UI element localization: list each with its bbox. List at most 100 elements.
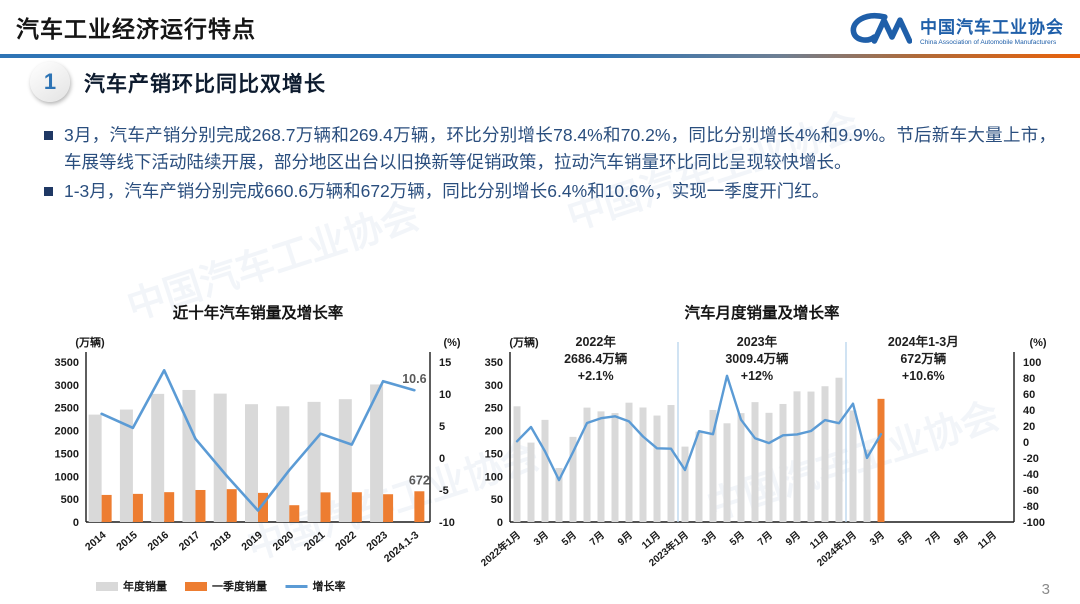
x-axis-tick: 7月 [923,529,943,548]
monthly-bar [611,413,619,522]
q1-bar [320,492,331,522]
legend: 年度销量 一季度销量 增长率 [96,579,346,593]
left-axis-tick: 150 [485,448,503,460]
annual-bar [245,404,258,522]
bullet-list: 3月，汽车产销分别完成268.7万辆和269.4万辆，环比分别增长78.4%和7… [44,122,1056,208]
monthly-bar [541,419,549,522]
right-axis-tick: -5 [439,485,449,497]
monthly-bar [807,391,815,522]
left-axis-tick: 300 [485,380,503,392]
page-number: 3 [1041,581,1050,598]
left-axis-tick: 0 [73,517,79,529]
x-axis-tick: 2019 [239,529,265,553]
legend-label: 年度销量 [123,579,167,593]
monthly-bar [751,402,759,522]
monthly-bar [555,468,563,522]
data-label: 10.6 [402,372,426,386]
bullet-square-icon [44,131,53,140]
left-axis-tick: 500 [61,494,79,506]
q1-bar [414,491,425,522]
header-divider [0,54,1080,58]
left-axis-tick: 0 [497,517,503,529]
left-axis-tick: 100 [485,471,503,483]
x-axis-tick: 2015 [114,529,140,553]
annual-bar [213,393,227,522]
annotation-text: 2024年1-3月 [888,334,959,349]
q1-bar [195,489,206,522]
annotation-text: +10.6% [902,369,945,383]
monthly-bar [625,402,633,522]
x-axis-tick: 2017 [177,529,203,553]
monthly-bar [667,405,675,522]
growth-line [515,374,883,482]
right-axis-tick: -100 [1023,517,1045,529]
right-axis-tick: 100 [1023,357,1041,369]
annotation-text: 3009.4万辆 [725,351,789,366]
bullet-item: 3月，汽车产销分别完成268.7万辆和269.4万辆，环比分别增长78.4%和7… [44,122,1056,175]
section-number: 1 [43,69,57,94]
monthly-bar [653,415,661,522]
x-axis-tick: 2022年1月 [478,528,523,569]
left-axis-tick: 2000 [55,426,79,438]
bullet-item: 1-3月，汽车产销分别完成660.6万辆和672万辆，同比分别增长6.4%和10… [44,178,1056,205]
x-axis-tick: 3月 [867,529,887,548]
q1-bar [258,492,268,522]
right-axis-tick: 15 [439,357,451,369]
monthly-bar [527,442,535,522]
x-axis-tick: 7月 [587,529,607,548]
page-title: 汽车工业经济运行特点 [16,16,256,42]
x-axis-tick: 9月 [951,529,971,548]
annual-bar [88,414,102,522]
right-axis-tick: -80 [1023,501,1039,513]
monthly-bar [737,413,745,522]
x-axis-tick: 11月 [639,529,662,551]
x-axis-tick: 2016 [146,529,172,553]
bar-series [513,377,885,522]
right-axis-tick: 10 [439,389,451,401]
annual-bar [338,399,352,522]
x-axis-tick: 11月 [975,529,998,551]
chart-monthly-sales: 汽车月度销量及增长率 (万辆) (%) 0 50 100 150 200 250 300 350 -1… [468,298,1080,604]
x-axis-tick: 2014 [83,529,109,553]
annotation-text: +2.1% [578,369,614,383]
growth-line [100,369,416,512]
monthly-bar [821,386,829,522]
annotation-text: 2022年 [576,334,617,349]
left-axis-unit: (万辆) [509,335,539,349]
right-axis-tick: 40 [1023,405,1035,417]
right-axis-tick: 80 [1023,373,1035,385]
legend-swatch [185,582,207,591]
right-axis-unit: (%) [443,337,460,349]
x-axis-tick: 9月 [783,529,803,548]
x-axis-tick: 3月 [699,529,719,548]
legend-swatch [96,582,118,591]
right-axis-tick: 0 [439,453,445,465]
org-name-en: China Association of Automobile Manufact… [920,38,1057,46]
x-axis-tick: 2023 [364,529,390,553]
right-axis-tick: 5 [439,421,445,433]
annotation-text: +12% [741,369,773,383]
x-axis-tick: 2022 [333,529,359,553]
chart-annual-sales: 近十年汽车销量及增长率 (万辆) (%) 0 500 1000 1500 2000 2500 30… [30,298,461,604]
annual-bar [307,401,321,522]
legend-label: 一季度销量 [212,579,267,593]
q1-bar [226,489,237,522]
left-axis-tick: 250 [485,403,503,415]
monthly-bar [695,431,703,522]
org-name-cn: 中国汽车工业协会 [920,17,1064,37]
right-axis-tick: 0 [1023,437,1029,449]
monthly-bar [569,436,577,522]
right-axis-tick: -20 [1023,453,1039,465]
legend-label: 增长率 [313,579,346,593]
monthly-bar [835,377,843,522]
q1-bar [383,494,394,522]
chart-title: 近十年汽车销量及增长率 [173,303,344,322]
left-axis-tick: 1500 [55,448,79,460]
x-axis-tick: 2020 [271,529,297,553]
data-label: 672 [409,473,430,487]
monthly-bar [779,403,787,522]
monthly-bar [597,411,605,522]
q1-bar [289,505,300,522]
q1-bar [101,494,112,522]
